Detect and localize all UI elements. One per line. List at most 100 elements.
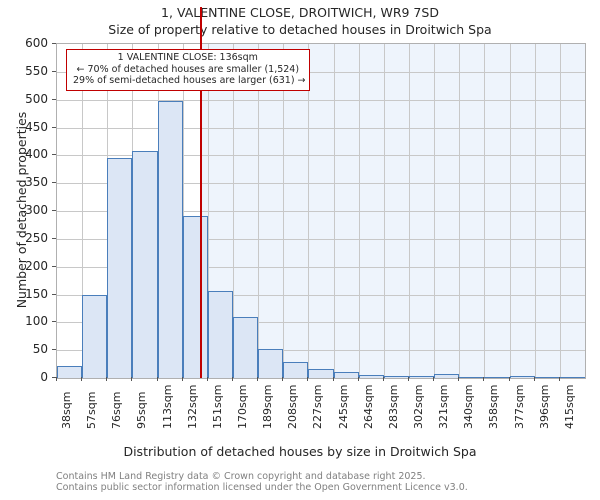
- x-axis-tick-mark: [56, 377, 57, 381]
- histogram-bar: [233, 317, 259, 378]
- property-annotation-box: 1 VALENTINE CLOSE: 136sqm ← 70% of detac…: [66, 49, 310, 91]
- gridline-horizontal: [57, 99, 585, 101]
- histogram-bar: [283, 362, 309, 378]
- histogram-bar: [484, 376, 510, 378]
- x-axis-tick-label: 283sqm: [386, 384, 400, 429]
- gridline-vertical: [207, 44, 209, 378]
- gridline-horizontal: [57, 238, 585, 240]
- x-axis-tick-label: 113sqm: [160, 384, 174, 429]
- y-axis-tick-mark: [52, 98, 56, 100]
- x-axis-label: Distribution of detached houses by size …: [123, 444, 477, 459]
- x-axis-tick-label: 151sqm: [210, 384, 224, 429]
- x-axis-tick-mark: [307, 377, 309, 381]
- y-axis-tick-mark: [52, 126, 56, 128]
- histogram-bar: [132, 151, 158, 378]
- gridline-vertical: [509, 44, 511, 378]
- x-axis-tick-label: 132sqm: [185, 384, 199, 429]
- gridline-horizontal: [57, 183, 585, 185]
- gridline-vertical: [434, 44, 436, 378]
- histogram-bar: [57, 365, 83, 378]
- y-axis-tick-mark: [52, 321, 56, 323]
- y-axis-tick-label: 400: [25, 147, 48, 162]
- x-axis-tick-label: 76sqm: [110, 391, 124, 429]
- gridline-vertical: [308, 44, 310, 378]
- histogram-bar: [534, 376, 560, 378]
- y-axis-tick-label: 350: [25, 175, 48, 190]
- x-axis-tick-mark: [458, 377, 460, 381]
- y-axis-tick-mark: [52, 237, 56, 239]
- histogram-bar: [358, 374, 384, 378]
- plot-area: [56, 7, 586, 379]
- histogram-bar: [434, 374, 460, 378]
- x-axis-tick-label: 95sqm: [135, 391, 149, 429]
- x-axis-tick-mark: [181, 377, 183, 381]
- histogram-bar: [258, 348, 284, 378]
- x-axis-tick-label: 57sqm: [85, 391, 99, 429]
- histogram-bar: [157, 101, 183, 378]
- x-axis-tick-mark: [433, 377, 435, 381]
- gridline-horizontal: [57, 294, 585, 296]
- footer-line-2: Contains public sector information licen…: [56, 482, 468, 493]
- y-axis-tick-mark: [52, 349, 56, 351]
- x-axis-tick-label: 208sqm: [286, 384, 300, 429]
- y-axis-tick-mark: [52, 70, 56, 72]
- gridline-vertical: [409, 44, 410, 378]
- gridline-horizontal: [57, 71, 585, 73]
- x-axis-tick-label: 396sqm: [537, 384, 551, 429]
- x-axis-tick-mark: [232, 377, 233, 381]
- gridline-vertical: [233, 44, 234, 378]
- x-axis-tick-label: 358sqm: [487, 384, 501, 429]
- gridline-vertical: [333, 44, 335, 378]
- x-axis-tick-mark: [483, 377, 485, 381]
- y-axis-tick-mark: [52, 377, 56, 378]
- histogram-bar: [459, 376, 485, 378]
- gridline-vertical: [283, 44, 285, 378]
- x-axis-tick-label: 170sqm: [236, 384, 249, 429]
- x-axis-tick-label: 227sqm: [311, 384, 325, 429]
- y-axis-tick-label: 150: [25, 286, 48, 301]
- y-axis-tick-label: 450: [25, 119, 48, 134]
- x-axis-tick-mark: [81, 377, 83, 381]
- y-axis-tick-label: 200: [25, 258, 48, 273]
- x-axis-tick-mark: [106, 377, 108, 381]
- annotation-line-1: 1 VALENTINE CLOSE: 136sqm: [117, 52, 258, 63]
- x-axis-tick-mark: [332, 377, 334, 381]
- y-axis-tick-label: 250: [25, 230, 48, 245]
- histogram-bar: [207, 290, 233, 378]
- gridline-horizontal: [57, 322, 585, 324]
- x-axis-tick-mark: [131, 377, 133, 381]
- x-axis-tick-mark: [558, 377, 560, 381]
- footer-attribution: Contains HM Land Registry data © Crown c…: [56, 471, 468, 493]
- x-axis-tick-mark: [206, 377, 208, 381]
- gridline-vertical: [82, 44, 84, 378]
- histogram-bar: [409, 375, 435, 378]
- y-axis-tick-label: 500: [25, 91, 48, 106]
- histogram-bar: [182, 216, 208, 378]
- footer-line-1: Contains HM Land Registry data © Crown c…: [56, 471, 426, 482]
- y-axis-tick-label: 50: [32, 342, 48, 357]
- gridline-vertical: [258, 44, 260, 378]
- gridline-horizontal: [57, 155, 585, 157]
- x-axis-tick-label: 189sqm: [261, 384, 275, 429]
- histogram-bar: [559, 376, 585, 378]
- x-axis-tick-label: 321sqm: [437, 384, 451, 429]
- gridline-vertical: [534, 44, 536, 378]
- y-axis-tick-label: 0: [40, 370, 48, 384]
- gridline-vertical: [182, 44, 184, 378]
- y-axis-tick-label: 100: [25, 314, 48, 329]
- x-axis-tick-label: 377sqm: [512, 384, 526, 429]
- x-axis-tick-label: 38sqm: [60, 391, 73, 429]
- y-axis-tick-label: 300: [25, 203, 48, 217]
- x-axis-tick-mark: [156, 377, 158, 381]
- x-axis-tick-label: 302sqm: [412, 384, 425, 429]
- histogram-bar: [308, 369, 334, 378]
- x-axis-tick-mark: [382, 377, 384, 381]
- histogram-bar: [509, 376, 535, 378]
- x-axis-tick-mark: [357, 377, 359, 381]
- x-axis-tick-mark: [282, 377, 284, 381]
- x-axis-tick-label: 415sqm: [562, 384, 576, 429]
- histogram-bar: [107, 158, 133, 378]
- x-axis-tick-mark: [508, 377, 510, 381]
- x-axis-tick-label: 340sqm: [462, 384, 476, 429]
